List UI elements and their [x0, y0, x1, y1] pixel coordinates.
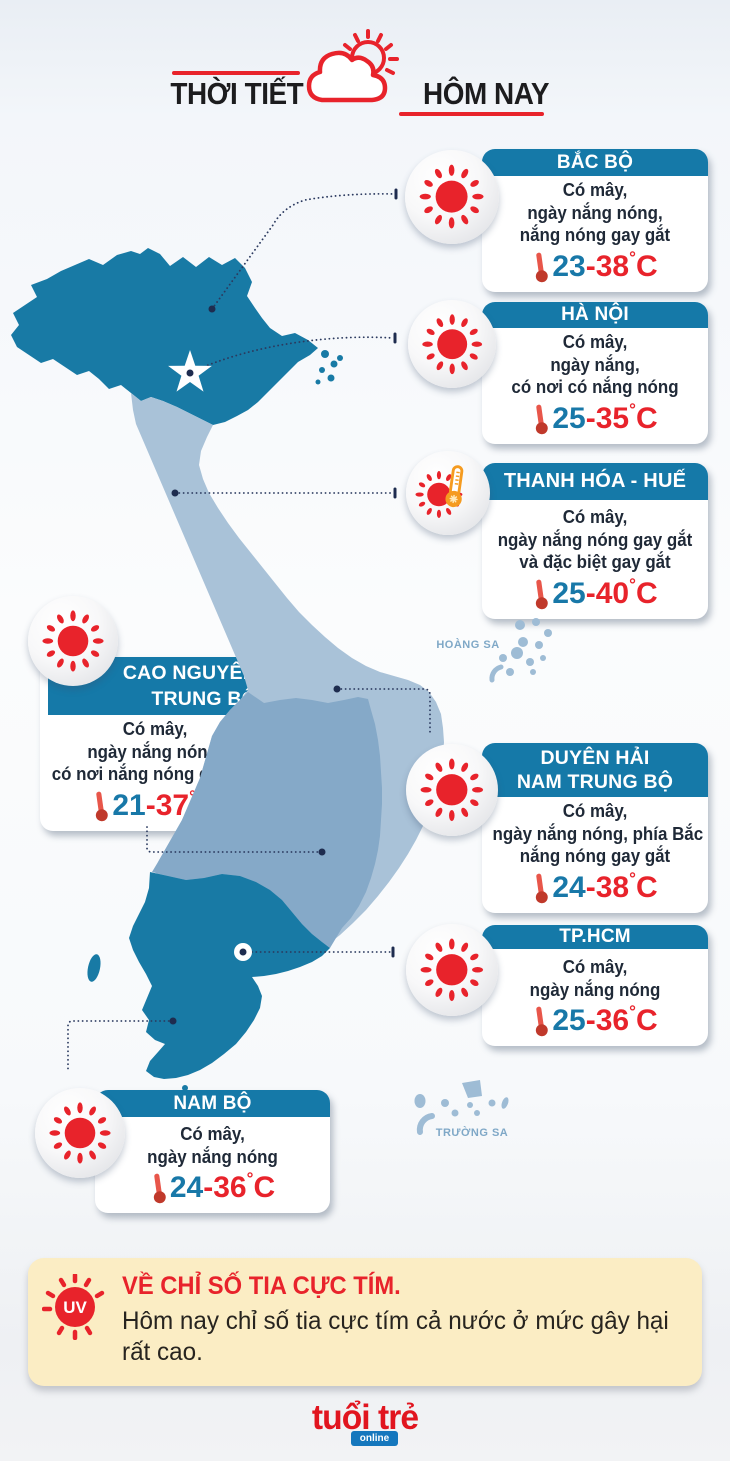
region-card-duyen-hai-nam-trung-bo: DUYÊN HẢI NAM TRUNG BỘ Có mây, ngày nắng…	[482, 743, 708, 913]
cloud-sun-icon	[306, 29, 399, 103]
cloud-shape	[306, 50, 388, 103]
sun-icon	[405, 150, 499, 244]
page-title-left: THỜI TIẾT	[170, 76, 304, 111]
region-name: CAO NGUYÊN TRUNG BỘ	[48, 657, 270, 715]
tp-hcm-marker	[234, 943, 252, 961]
ha-noi-star-icon	[168, 350, 212, 392]
map-region-south	[129, 872, 330, 1079]
uv-badge-label: UV	[63, 1298, 87, 1317]
uv-body-text: Hôm nay chỉ số tia cực tím cả nước ở mức…	[122, 1307, 669, 1366]
halong-islands	[315, 350, 343, 385]
temp-range: 25 - 36 ° C	[486, 1002, 704, 1039]
sun-icon	[35, 1088, 125, 1178]
connector-ticks	[391, 188, 398, 958]
hoang-sa-islands	[489, 618, 552, 683]
header-rule-right	[399, 112, 544, 116]
weather-description: Có mây, ngày nắng nóng	[529, 957, 661, 1000]
sun-icon	[408, 300, 496, 388]
region-card-cao-nguyen-trung-bo: CAO NGUYÊN TRUNG BỘ Có mây, ngày nắng nó…	[40, 657, 270, 831]
con-dao-island	[182, 1085, 188, 1091]
weather-description: Có mây, ngày nắng nóng, phía Bắc nắng nó…	[492, 801, 704, 866]
hoang-sa-label: HOÀNG SA	[436, 638, 499, 651]
region-card-thanh-hoa-hue: THANH HÓA - HUẾ Có mây, ngày nắng nóng g…	[482, 463, 708, 619]
temp-range: 24 - 36 ° C	[99, 1169, 326, 1206]
truong-sa-islands	[414, 1080, 509, 1135]
phu-quoc-island	[87, 954, 101, 982]
uv-note-box	[28, 1258, 702, 1386]
region-name: DUYÊN HẢI NAM TRUNG BỘ	[482, 743, 708, 797]
temp-range: 23 - 38 ° C	[486, 248, 704, 285]
sun-icon	[406, 924, 498, 1016]
region-name: NAM BỘ	[95, 1090, 330, 1117]
map-region-north	[11, 248, 318, 425]
map-dots	[169, 305, 341, 1025]
weather-description: Có mây, ngày nắng nóng, nắng nóng gay gắ…	[519, 180, 671, 245]
page-title-right: HÔM NAY	[423, 76, 550, 111]
sun-icon	[28, 596, 118, 686]
region-card-tp-hcm: TP.HCM Có mây, ngày nắng nóng 25 - 36 ° C	[482, 925, 708, 1046]
region-name: TP.HCM	[482, 925, 708, 949]
sun-thermometer-icon	[406, 451, 490, 535]
uv-title: VỀ CHỈ SỐ TIA CỰC TÍM.	[122, 1272, 401, 1300]
region-name: THANH HÓA - HUẾ	[482, 463, 708, 500]
map-region-highlands	[152, 692, 382, 948]
truong-sa-label: TRƯỜNG SA	[436, 1126, 509, 1139]
header-rule-left	[172, 71, 300, 75]
weather-description: Có mây, ngày nắng nóng gay gắt và đặc bi…	[497, 507, 693, 572]
temp-range: 25 - 40 ° C	[486, 575, 704, 612]
region-name: BẮC BỘ	[482, 149, 708, 176]
brand-logo-online-badge: online	[351, 1431, 398, 1446]
temp-range: 24 - 38 ° C	[486, 869, 704, 906]
region-name: HÀ NỘI	[482, 302, 708, 328]
connector-lines	[67, 192, 431, 1071]
uv-sun-icon: UV	[42, 1274, 105, 1340]
brand-logo: tuổi trẻ	[311, 1398, 419, 1437]
region-card-nam-bo: NAM BỘ Có mây, ngày nắng nóng 24 - 36 ° C	[95, 1090, 330, 1213]
region-card-ha-noi: HÀ NỘI Có mây, ngày nắng, có nơi có nắng…	[482, 302, 708, 444]
temp-range: 25 - 35 ° C	[486, 400, 704, 437]
sun-icon	[406, 744, 498, 836]
weather-description: Có mây, ngày nắng, có nơi có nắng nóng	[511, 332, 679, 397]
region-card-bac-bo: BẮC BỘ Có mây, ngày nắng nóng, nắng nóng…	[482, 149, 708, 292]
weather-description: Có mây, ngày nắng nóng	[147, 1124, 278, 1167]
